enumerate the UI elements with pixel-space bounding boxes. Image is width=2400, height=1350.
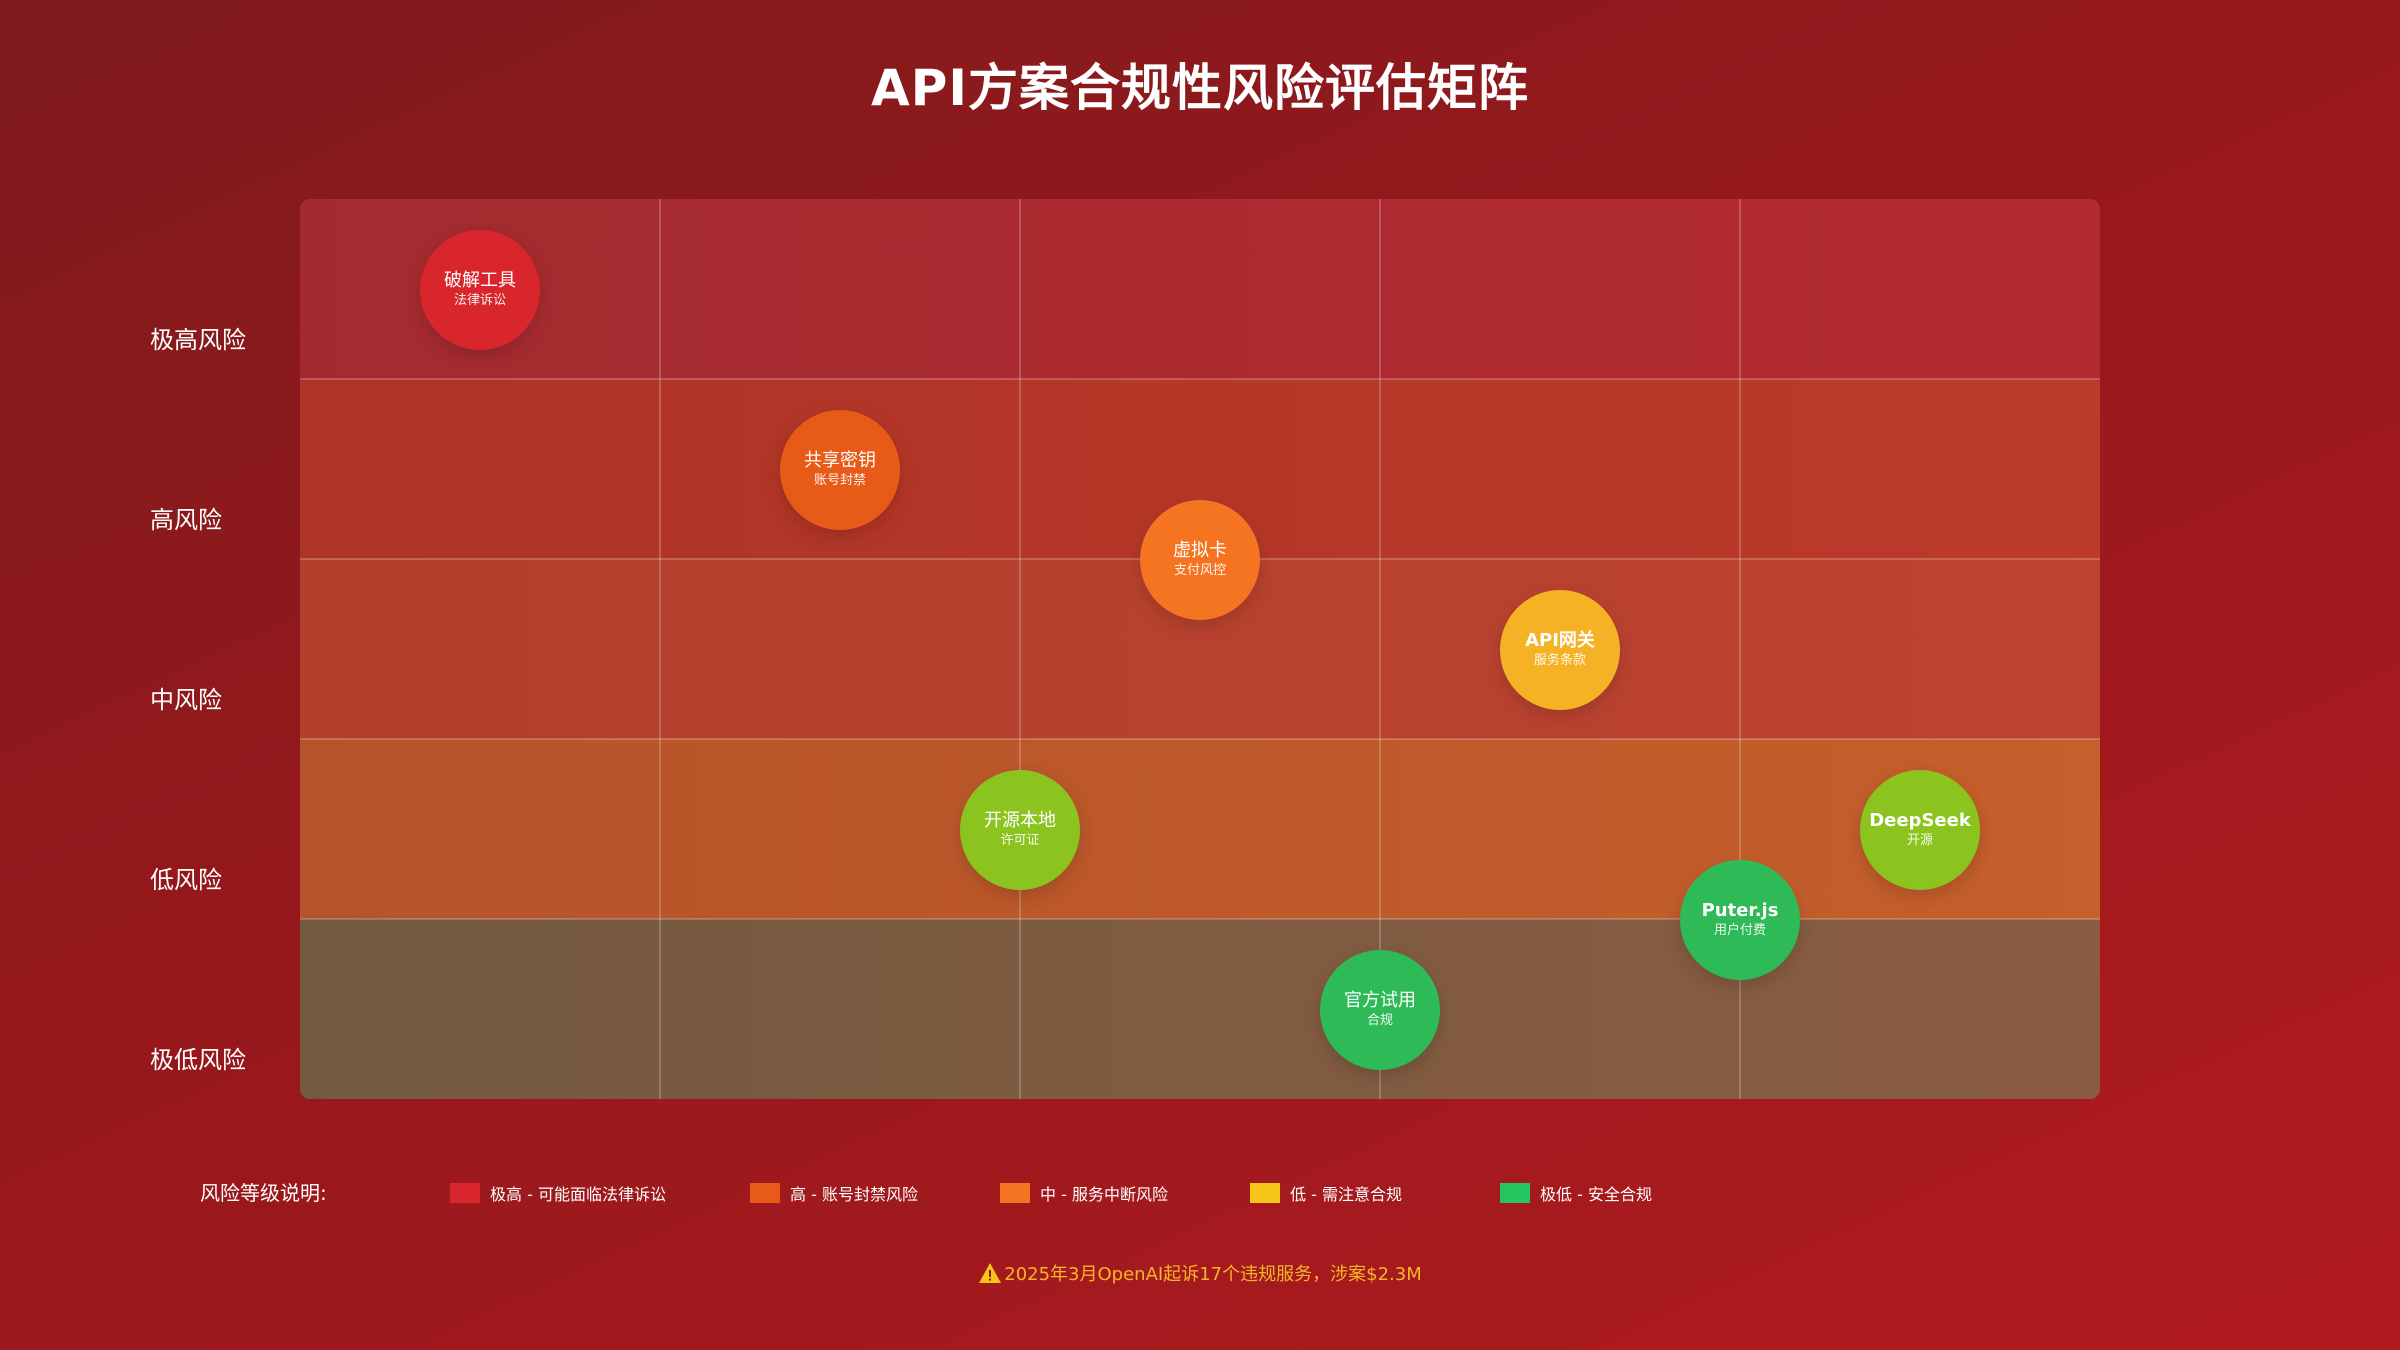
risk-band	[300, 919, 2100, 1099]
legend-label: 高 - 账号封禁风险	[790, 1185, 918, 1204]
risk-level-label: 中风险	[150, 686, 222, 714]
option-bubble[interactable]: 开源本地 许可证	[960, 770, 1080, 890]
option-bubble[interactable]: 官方试用 合规	[1320, 950, 1440, 1070]
option-bubble[interactable]: 虚拟卡 支付风控	[1140, 500, 1260, 620]
risk-level-label: 高风险	[150, 506, 222, 534]
legend-label: 低 - 需注意合规	[1290, 1185, 1402, 1204]
option-bubble[interactable]: 破解工具 法律诉讼	[420, 230, 540, 350]
bubble-name: 开源本地	[984, 810, 1056, 831]
legend-label: 极高 - 可能面临法律诉讼	[490, 1185, 666, 1204]
risk-legend: 风险等级说明: 极高 - 可能面临法律诉讼 高 - 账号封禁风险 中 - 服务中…	[200, 1178, 2200, 1208]
legend-item: 中 - 服务中断风险	[1000, 1178, 1168, 1208]
legend-swatch	[1000, 1183, 1030, 1203]
legend-swatch	[1500, 1183, 1530, 1203]
option-bubble[interactable]: 共享密钥 账号封禁	[780, 410, 900, 530]
risk-level-label: 极低风险	[150, 1046, 246, 1074]
bubble-name: Puter.js	[1701, 900, 1779, 921]
page-title: API方案合规性风险评估矩阵	[871, 59, 1529, 117]
risk-level-label: 极高风险	[150, 326, 246, 354]
legend-swatch	[750, 1183, 780, 1203]
option-bubble[interactable]: Puter.js 用户付费	[1680, 860, 1800, 980]
legend-swatch	[450, 1183, 480, 1203]
risk-matrix	[300, 199, 2100, 1099]
option-bubble[interactable]: API网关 服务条款	[1500, 590, 1620, 710]
warning-icon	[979, 1263, 1002, 1283]
bubble-note: 开源	[1906, 833, 1933, 848]
bubble-name: API网关	[1525, 630, 1595, 651]
legend-title: 风险等级说明:	[200, 1181, 327, 1205]
option-bubble[interactable]: DeepSeek 开源	[1860, 770, 1980, 890]
matrix-gridlines	[300, 199, 2100, 1099]
legend-item: 极低 - 安全合规	[1500, 1178, 1652, 1208]
bubble-note: 账号封禁	[813, 473, 866, 488]
legend-item: 低 - 需注意合规	[1250, 1178, 1402, 1208]
bubble-name: DeepSeek	[1869, 810, 1971, 831]
legend-item: 高 - 账号封禁风险	[750, 1178, 918, 1208]
bubble-name: 官方试用	[1344, 990, 1416, 1011]
bubble-note: 支付风控	[1173, 563, 1226, 578]
bubble-note: 服务条款	[1533, 653, 1586, 668]
risk-band	[300, 199, 2100, 379]
legend-item: 极高 - 可能面临法律诉讼	[450, 1178, 666, 1208]
bubble-note: 合规	[1366, 1013, 1393, 1028]
risk-band	[300, 739, 2100, 919]
warning-footnote: 2025年3月OpenAI起诉17个违规服务，涉案$2.3M	[0, 1260, 2400, 1286]
bubble-note: 法律诉讼	[453, 293, 506, 308]
bubble-note: 用户付费	[1713, 923, 1766, 938]
legend-label: 中 - 服务中断风险	[1040, 1185, 1168, 1204]
bubble-name: 共享密钥	[804, 450, 876, 471]
bubble-name: 虚拟卡	[1173, 540, 1227, 561]
bubble-note: 许可证	[1000, 833, 1040, 848]
footnote-text: 2025年3月OpenAI起诉17个违规服务，涉案$2.3M	[1004, 1264, 1422, 1285]
bubble-name: 破解工具	[444, 270, 516, 291]
legend-label: 极低 - 安全合规	[1540, 1185, 1652, 1204]
risk-level-label: 低风险	[150, 866, 222, 894]
legend-swatch	[1250, 1183, 1280, 1203]
